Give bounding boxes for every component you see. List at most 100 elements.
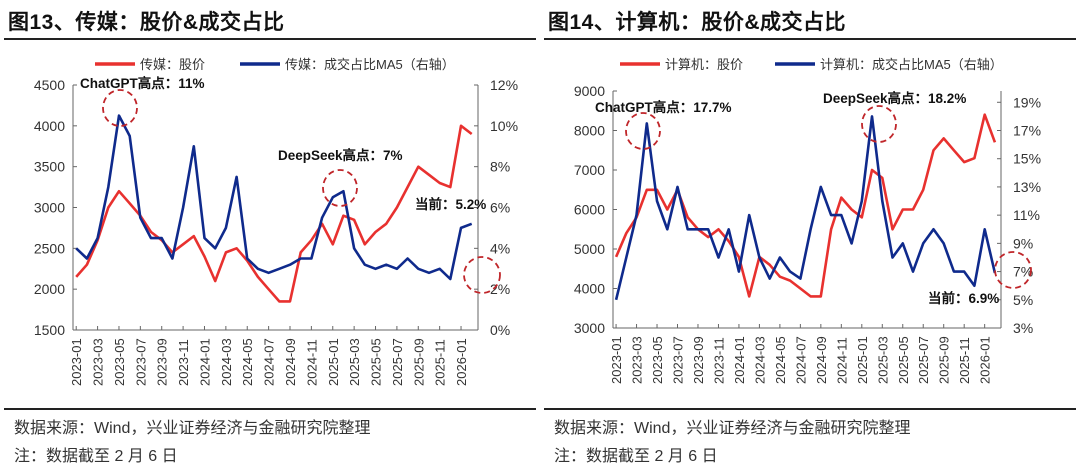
right-tick-label: 9% <box>1013 235 1033 251</box>
highlight-circle <box>102 89 138 127</box>
right-tick-label: 13% <box>1013 179 1041 195</box>
annotation-label: DeepSeek高点：18.2% <box>823 90 966 106</box>
x-tick-label: 2025-07 <box>916 336 931 384</box>
x-tick-label: 2024-03 <box>219 338 234 386</box>
right-tick-label: 6% <box>490 200 510 216</box>
divider <box>544 408 1076 410</box>
right-tick-label: 7% <box>1013 264 1033 280</box>
right-tick-label: 8% <box>490 159 510 175</box>
right-tick-label: 17% <box>1013 123 1041 139</box>
left-tick-label: 9000 <box>574 83 605 99</box>
source-note: 数据来源：Wind，兴业证券经济与金融研究院整理 <box>14 420 371 437</box>
x-tick-label: 2025-01 <box>326 338 341 386</box>
left-tick-label: 1500 <box>34 322 65 338</box>
legend-label: 传媒：股价 <box>140 57 205 72</box>
chart-title: 图14、计算机：股价&成交占比 <box>548 11 847 34</box>
media-chart: 1500 2000 2500 3000 3500 4000 4500 0% 2% 4% 6% 8% 10… <box>34 57 518 386</box>
x-tick-label: 2024-07 <box>262 338 277 386</box>
source-note: 数据来源：Wind，兴业证券经济与金融研究院整理 <box>554 420 911 437</box>
left-tick-label: 5000 <box>574 241 605 257</box>
x-tick-label: 2023-01 <box>69 338 84 386</box>
annotation-label: ChatGPT高点：11% <box>80 75 205 91</box>
left-tick-label: 6000 <box>574 202 605 218</box>
x-tick-label: 2024-11 <box>304 339 319 386</box>
x-tick-label: 2023-07 <box>671 336 686 384</box>
chart-panel-media: 图13、传媒：股价&成交占比 1500 2000 2500 3000 3500 4000 4… <box>4 11 536 465</box>
x-tick-label: 2025-11 <box>957 337 972 384</box>
chart-panel-computer: 图14、计算机：股价&成交占比 3000 4000 5000 6000 7000 8000… <box>540 0 1080 468</box>
right-tick-label: 15% <box>1013 151 1041 167</box>
x-tick-label: 2025-05 <box>896 336 911 384</box>
left-tick-label: 3000 <box>34 200 65 216</box>
x-tick-label: 2023-03 <box>630 336 645 384</box>
highlight-circle <box>463 256 501 294</box>
x-tick-label: 2024-01 <box>197 338 212 386</box>
x-tick-label: 2023-05 <box>112 338 127 386</box>
left-tick-label: 2500 <box>34 240 65 256</box>
left-tick-label: 7000 <box>574 162 605 178</box>
x-tick-label: 2023-09 <box>691 336 706 384</box>
x-tick-label: 2025-09 <box>411 338 426 386</box>
highlight-circle <box>322 169 358 207</box>
x-tick-label: 2024-09 <box>814 336 829 384</box>
x-tick-label: 2024-11 <box>834 337 849 384</box>
x-tick-label: 2024-03 <box>752 336 767 384</box>
chart-title: 图13、传媒：股价&成交占比 <box>8 11 285 34</box>
x-tick-label: 2023-01 <box>609 336 624 384</box>
legend-label: 传媒：成交占比MA5（右轴） <box>285 57 455 72</box>
x-tick-label: 2023-03 <box>91 338 106 386</box>
left-tick-label: 3500 <box>34 159 65 175</box>
right-tick-label: 0% <box>490 322 510 338</box>
annotation-label: 当前：6.9% <box>928 290 999 306</box>
divider <box>544 38 1076 40</box>
x-tick-label: 2026-01 <box>454 338 469 386</box>
annotation-label: 当前：5.2% <box>415 196 486 212</box>
x-tick-label: 2025-05 <box>369 338 384 386</box>
x-tick-label: 2025-07 <box>390 338 405 386</box>
x-tick-label: 2025-03 <box>875 336 890 384</box>
annotation-label: ChatGPT高点：17.7% <box>595 99 732 115</box>
annotation-label: DeepSeek高点：7% <box>278 147 403 163</box>
x-tick-label: 2023-05 <box>650 336 665 384</box>
right-tick-label: 19% <box>1013 94 1041 110</box>
x-tick-label: 2024-05 <box>773 336 788 384</box>
x-tick-label: 2025-09 <box>937 336 952 384</box>
divider <box>4 408 536 410</box>
right-tick-label: 4% <box>490 240 510 256</box>
highlight-circle <box>625 112 661 150</box>
right-tick-label: 12% <box>490 77 518 93</box>
x-tick-label: 2024-09 <box>283 338 298 386</box>
x-tick-label: 2024-05 <box>240 338 255 386</box>
left-tick-label: 4500 <box>34 77 65 93</box>
date-note: 注：数据截至 2 月 6 日 <box>14 448 178 465</box>
turnover-share-line <box>75 114 473 281</box>
left-tick-label: 3000 <box>574 320 605 336</box>
left-tick-label: 4000 <box>34 118 65 134</box>
highlight-circle <box>861 105 897 143</box>
x-tick-label: 2025-01 <box>855 336 870 384</box>
computer-chart: 3000 4000 5000 6000 7000 8000 9000 3% 5% 7% 9% 11% 1… <box>574 57 1041 384</box>
right-tick-label: 5% <box>1013 292 1033 308</box>
x-tick-label: 2026-01 <box>978 336 993 384</box>
x-tick-label: 2024-07 <box>793 336 808 384</box>
legend-label: 计算机：成交占比MA5（右轴） <box>820 57 1003 72</box>
left-tick-label: 8000 <box>574 123 605 139</box>
x-tick-label: 2023-09 <box>155 338 170 386</box>
x-tick-label: 2025-11 <box>433 339 448 386</box>
left-tick-label: 4000 <box>574 281 605 297</box>
divider <box>4 38 536 40</box>
x-tick-label: 2025-03 <box>347 338 362 386</box>
right-tick-label: 2% <box>490 281 510 297</box>
x-tick-label: 2023-07 <box>133 338 148 386</box>
x-tick-label: 2023-11 <box>711 337 726 384</box>
x-tick-label: 2024-01 <box>732 336 747 384</box>
right-tick-label: 3% <box>1013 320 1033 336</box>
right-tick-label: 11% <box>1013 207 1040 223</box>
turnover-share-line <box>614 115 997 301</box>
highlight-circle <box>994 251 1032 289</box>
legend-label: 计算机：股价 <box>665 57 743 72</box>
left-tick-label: 2000 <box>34 281 65 297</box>
price-line <box>75 124 473 303</box>
right-tick-label: 10% <box>490 118 518 134</box>
date-note: 注：数据截至 2 月 6 日 <box>554 448 718 465</box>
